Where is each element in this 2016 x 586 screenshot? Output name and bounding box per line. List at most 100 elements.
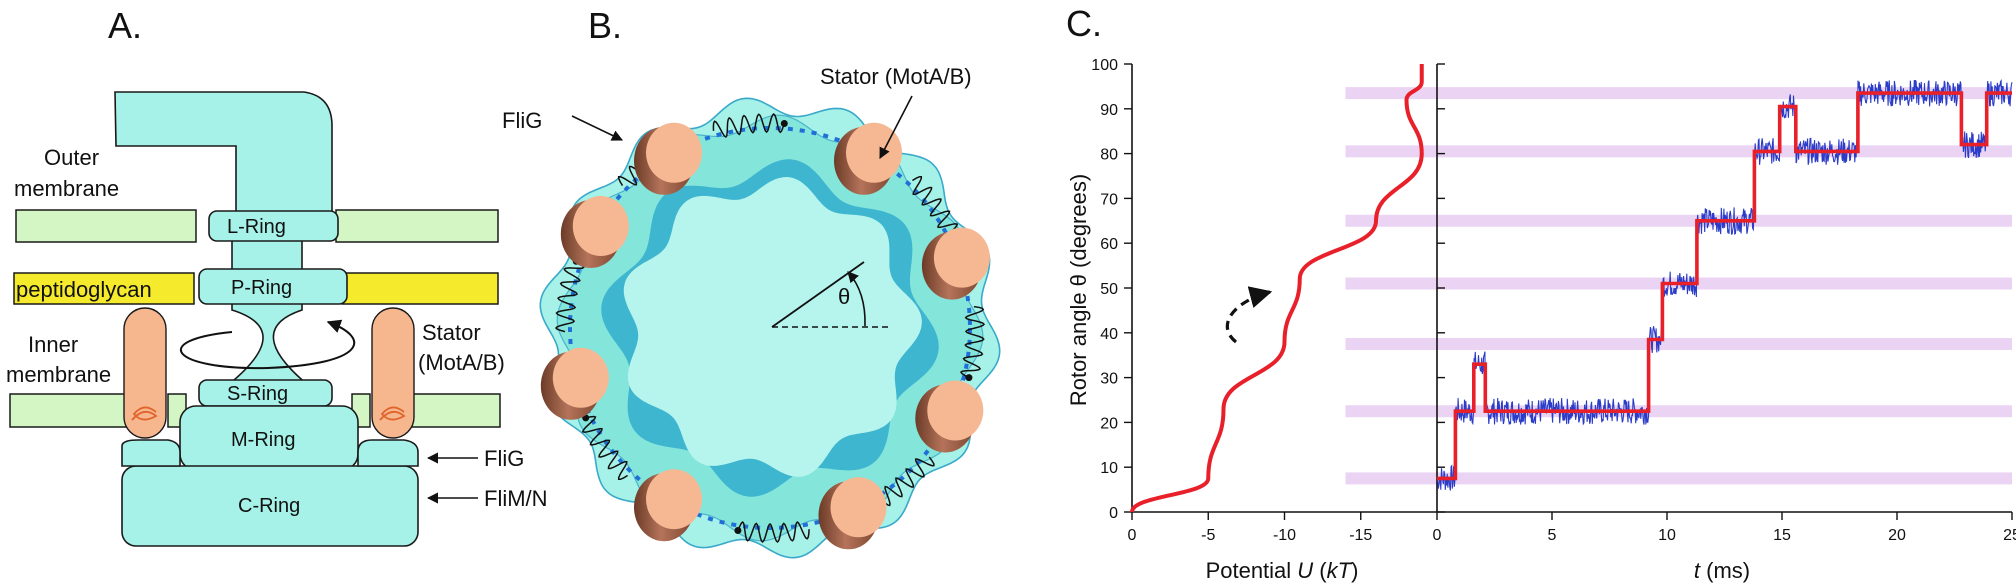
y-tick-label: 80 bbox=[1100, 147, 1118, 164]
y-tick-label: 90 bbox=[1100, 102, 1118, 119]
stable-band bbox=[1345, 214, 2012, 227]
y-tick-label: 30 bbox=[1100, 371, 1118, 388]
spring-anchor bbox=[780, 120, 788, 127]
stator-label-1: Stator bbox=[422, 320, 481, 345]
time-title-rest: (ms) bbox=[1700, 558, 1750, 583]
panel-a: A. Outer membrane peptidoglycan I bbox=[6, 5, 548, 547]
x-tick-label-time: 5 bbox=[1548, 527, 1557, 544]
flig-right bbox=[357, 439, 419, 467]
panel-b: B. θ FliG Stator (MotA/B) bbox=[502, 5, 1001, 559]
m-ring-label: M-Ring bbox=[231, 429, 295, 451]
spring bbox=[554, 260, 585, 333]
spring bbox=[872, 456, 935, 507]
potential-title-word: Potential bbox=[1206, 558, 1298, 583]
stator-cylinder bbox=[634, 469, 702, 542]
x-tick-label-potential: -5 bbox=[1201, 527, 1215, 544]
theta-label: θ bbox=[838, 284, 850, 309]
stator-b-arrow bbox=[879, 95, 913, 159]
spring bbox=[737, 521, 810, 543]
panel-c-label: C. bbox=[1066, 3, 1102, 44]
x-axis-title-time: t (ms) bbox=[1694, 558, 1750, 583]
stator-right bbox=[371, 307, 415, 439]
time-title-t: t bbox=[1694, 558, 1701, 583]
spring-anchor bbox=[965, 374, 973, 382]
stable-band bbox=[1345, 405, 2012, 418]
potential-title-open: ( bbox=[1313, 558, 1327, 583]
potential-title-close: ) bbox=[1351, 558, 1358, 583]
l-ring-label: L-Ring bbox=[227, 216, 286, 238]
stable-angle-bands bbox=[1345, 87, 2012, 485]
x-ticks-time: 0 5 10 15 20 25 bbox=[1433, 512, 2016, 544]
outer-membrane-label-2: membrane bbox=[14, 176, 119, 201]
panel-b-label: B. bbox=[588, 5, 622, 46]
s-ring-label: S-Ring bbox=[227, 383, 288, 405]
stator-cylinder bbox=[818, 477, 887, 550]
stator-cylinder bbox=[560, 196, 629, 268]
l-ring bbox=[208, 210, 339, 242]
p-ring bbox=[198, 268, 348, 305]
outer-membrane-right bbox=[335, 209, 499, 243]
flig-b-label: FliG bbox=[502, 108, 542, 133]
stator-cylinder bbox=[634, 122, 702, 195]
inner-membrane-label-1: Inner bbox=[28, 332, 78, 357]
x-axis-title-potential: Potential U (kT) bbox=[1206, 558, 1359, 583]
p-ring-label: P-Ring bbox=[231, 277, 292, 299]
stator-left bbox=[123, 307, 167, 439]
inner-membrane-left bbox=[9, 393, 131, 428]
stator-cylinder bbox=[921, 227, 990, 300]
y-tick-label: 10 bbox=[1100, 460, 1118, 477]
flig-left bbox=[121, 439, 181, 467]
y-tick-label: 100 bbox=[1091, 57, 1118, 74]
c-ring-label: C-Ring bbox=[238, 495, 300, 517]
stator-coil-left bbox=[131, 406, 158, 421]
peptidoglycan-left bbox=[13, 272, 195, 305]
theta-arc bbox=[847, 271, 866, 327]
x-tick-label-time: 15 bbox=[1773, 527, 1791, 544]
hook bbox=[114, 91, 333, 219]
stable-band bbox=[1345, 338, 2012, 350]
rotation-arrow bbox=[180, 319, 356, 370]
stator-cylinder bbox=[834, 122, 902, 195]
x-tick-label-potential: 0 bbox=[1128, 527, 1137, 544]
potential-title-u: U bbox=[1297, 558, 1313, 583]
flig-label: FliG bbox=[484, 446, 524, 471]
x-tick-label-time: 25 bbox=[2003, 527, 2016, 544]
spring bbox=[581, 415, 628, 481]
spring bbox=[912, 175, 959, 241]
peptidoglycan-label: peptidoglycan bbox=[16, 277, 152, 302]
stator-b-label: Stator (MotA/B) bbox=[820, 64, 972, 89]
potential-curve bbox=[1130, 64, 1424, 513]
outer-membrane-left bbox=[15, 209, 197, 243]
potential-title-kt: kT bbox=[1327, 558, 1353, 583]
x-tick-label-potential: -15 bbox=[1349, 527, 1372, 544]
panel-c: C. 0 10 20 30 40 50 60 70 80 90 100 0 -5 -10 -15 0 5 10… bbox=[1066, 3, 2016, 583]
y-axis-title: Rotor angle θ (degrees) bbox=[1066, 174, 1091, 406]
stator-coil-right bbox=[379, 406, 406, 421]
x-tick-label-time: 0 bbox=[1433, 527, 1442, 544]
stable-band bbox=[1345, 145, 2012, 158]
x-ticks-potential: 0 -5 -10 -15 bbox=[1128, 512, 1372, 544]
peptidoglycan-right bbox=[341, 272, 499, 305]
step-trace bbox=[1437, 91, 2012, 481]
outer-membrane-label-1: Outer bbox=[44, 145, 99, 170]
stable-band bbox=[1345, 472, 2012, 485]
spring bbox=[712, 112, 786, 139]
x-tick-label-potential: -10 bbox=[1273, 527, 1296, 544]
y-tick-label: 20 bbox=[1100, 415, 1118, 432]
y-tick-label: 60 bbox=[1100, 236, 1118, 253]
spring bbox=[959, 305, 986, 379]
stators bbox=[540, 122, 990, 550]
panel-a-label: A. bbox=[108, 5, 142, 46]
noise-trace bbox=[1436, 78, 2013, 491]
inner-membrane-label-2: membrane bbox=[6, 362, 111, 387]
flimn-label: FliM/N bbox=[484, 486, 548, 511]
spring-anchor bbox=[734, 527, 742, 534]
inner-membrane-right bbox=[409, 393, 501, 428]
stator-cylinder bbox=[540, 347, 609, 420]
flig-b-arrow bbox=[571, 115, 624, 141]
y-ticks: 0 10 20 30 40 50 60 70 80 90 100 bbox=[1091, 57, 1445, 522]
c-ring bbox=[121, 465, 419, 547]
x-tick-label-time: 20 bbox=[1888, 527, 1906, 544]
x-tick-label-time: 10 bbox=[1658, 527, 1676, 544]
